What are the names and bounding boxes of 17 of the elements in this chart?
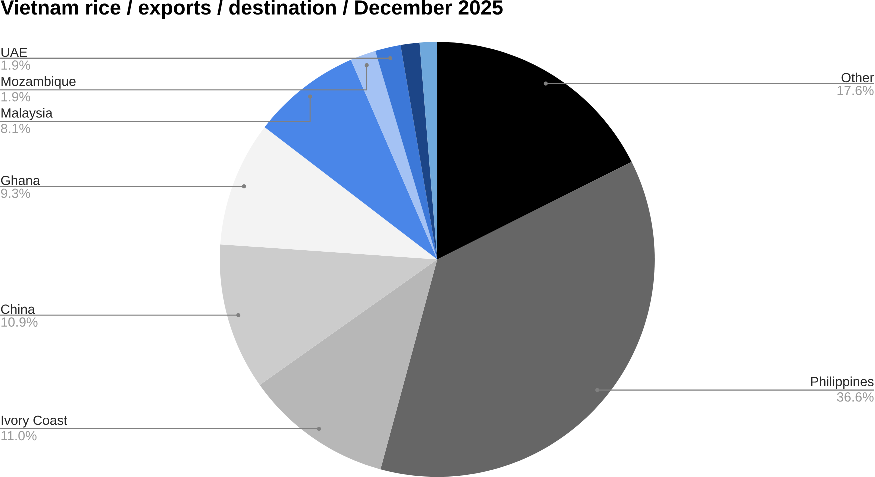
data-label: 36.6% (837, 392, 874, 402)
data-label: 1.9% (2, 92, 30, 102)
data-label: 10.9% (2, 318, 38, 327)
slice-label: Ghana (1, 176, 40, 186)
slice-label: Philippines (811, 376, 874, 390)
data-label: 17.6% (838, 86, 874, 96)
slice-label: UAE (2, 48, 28, 58)
slice-label: Mozambique (2, 76, 76, 89)
slice-label: China (1, 304, 36, 314)
slice-label: Malaysia (2, 108, 53, 120)
slice-label: Ivory Coast (2, 416, 68, 428)
data-label: 1.9% (2, 60, 30, 70)
data-label: 11.0% (2, 431, 37, 441)
data-label: 8.1% (1, 124, 30, 134)
slice-label: Other (842, 72, 874, 83)
chart-title: Vietnam rice / exports / destination / December 2025 (0, 0, 503, 19)
data-label: 9.3% (1, 188, 30, 198)
